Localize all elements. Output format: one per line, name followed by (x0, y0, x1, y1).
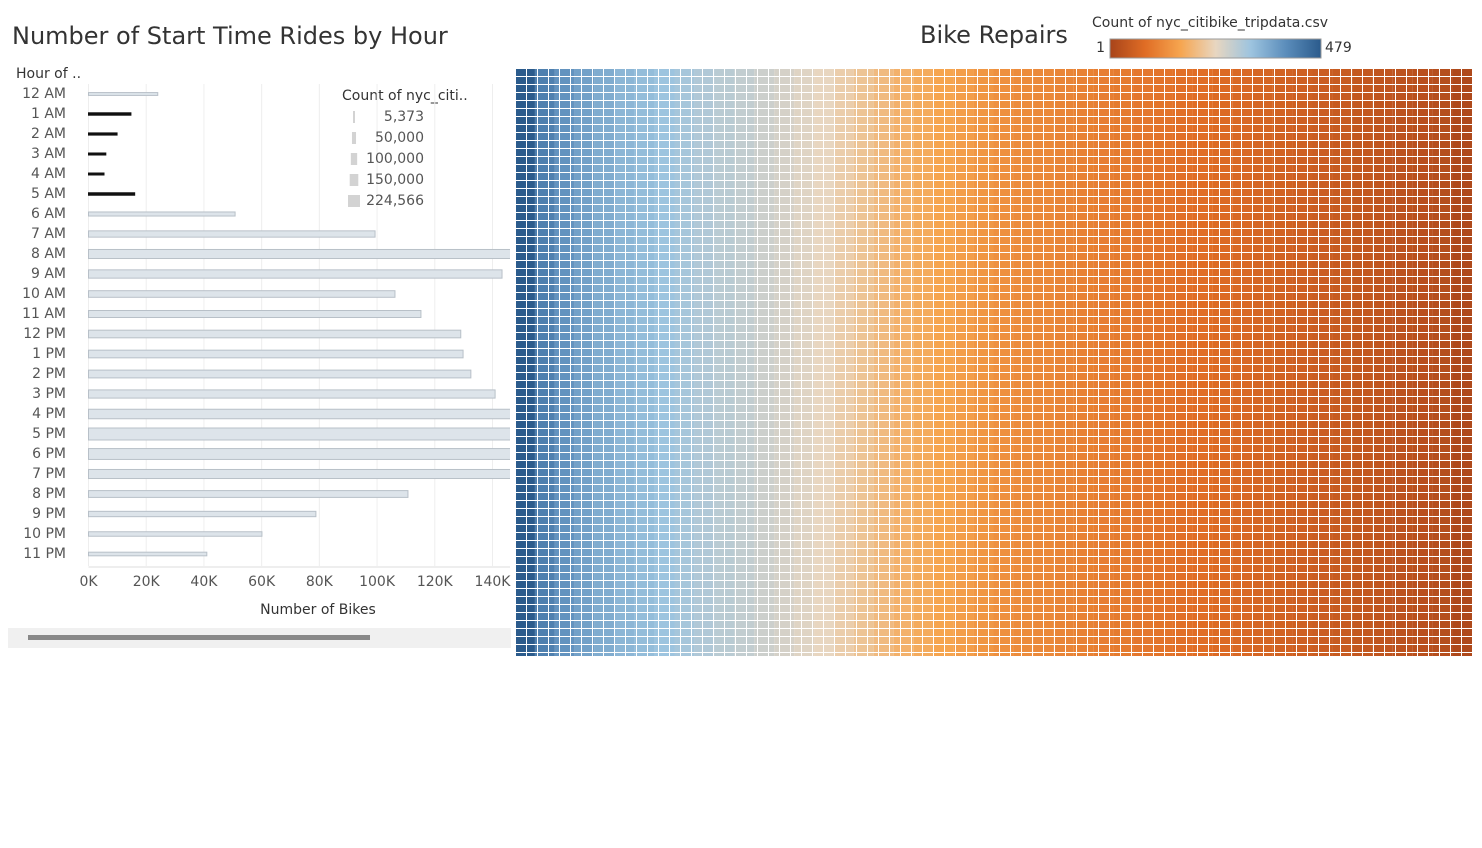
x-axis-title: Number of Bikes (260, 602, 376, 618)
bar (88, 427, 510, 441)
y-tick-label: 6 AM (31, 206, 66, 222)
bar (88, 92, 159, 96)
bar (88, 192, 136, 196)
bar (88, 329, 462, 339)
y-tick-label: 12 PM (23, 326, 66, 342)
y-tick-label: 12 AM (22, 86, 66, 102)
size-legend-label: 150,000 (366, 172, 424, 188)
tile-borders (515, 68, 1472, 656)
chart-title: Number of Start Time Rides by Hour (12, 22, 448, 50)
y-tick-label: 5 PM (32, 426, 66, 442)
treemap-title: Bike Repairs (920, 21, 1068, 49)
bar (88, 211, 236, 217)
bar (88, 112, 132, 116)
y-tick-label: 5 AM (31, 186, 66, 202)
size-legend-swatch (348, 195, 360, 207)
x-tick-label: 100K (359, 574, 396, 590)
y-tick-label: 11 AM (22, 306, 66, 322)
bar (88, 230, 376, 238)
y-tick-label: 2 AM (31, 126, 66, 142)
bar (88, 510, 317, 518)
size-legend-swatch (353, 111, 355, 123)
y-tick-label: 4 PM (32, 406, 66, 422)
x-tick-label: 60K (248, 574, 276, 590)
y-tick-label: 9 AM (31, 266, 66, 282)
y-tick-label: 4 AM (31, 166, 66, 182)
size-legend-label: 100,000 (366, 151, 424, 167)
bar (88, 309, 422, 319)
y-tick-label: 9 PM (32, 506, 66, 522)
color-legend-min: 1 (1096, 40, 1105, 56)
y-tick-label: 2 PM (32, 366, 66, 382)
x-tick-label: 120K (417, 574, 454, 590)
size-legend-title: Count of nyc_citi.. (342, 88, 468, 104)
bar (88, 349, 464, 359)
size-legend-swatch (350, 153, 358, 165)
x-tick-label: 20K (133, 574, 161, 590)
size-legend-label: 5,373 (384, 109, 424, 125)
size-legend-swatch (349, 174, 359, 186)
bar (88, 369, 472, 379)
color-legend-ramp (1109, 38, 1322, 59)
bar (88, 389, 496, 399)
y-tick-label: 3 AM (31, 146, 66, 162)
y-tick-label: 11 PM (23, 546, 66, 562)
bar (88, 248, 510, 260)
bar (88, 408, 510, 420)
bar (88, 152, 107, 156)
bar-plot (88, 84, 510, 566)
bar (88, 269, 503, 279)
y-tick-label: 8 AM (31, 246, 66, 262)
x-tick-label: 80K (306, 574, 334, 590)
x-tick-label: 40K (190, 574, 218, 590)
bar (88, 132, 118, 136)
bar (88, 172, 105, 176)
y-tick-label: 6 PM (32, 446, 66, 462)
bar (88, 490, 409, 498)
color-legend-title: Count of nyc_citibike_tripdata.csv (1092, 15, 1328, 31)
y-header: Hour of .. (16, 66, 81, 82)
y-tick-label: 1 PM (32, 346, 66, 362)
y-tick-label: 7 AM (31, 226, 66, 242)
bar (88, 468, 510, 480)
size-legend-swatch (351, 132, 357, 144)
size-legend-label: 224,566 (366, 193, 424, 209)
bar (88, 448, 510, 460)
y-tick-label: 10 PM (23, 526, 66, 542)
x-tick-label: 140K (475, 574, 512, 590)
y-tick-label: 3 PM (32, 386, 66, 402)
scrollbar-thumb[interactable] (28, 635, 370, 640)
x-tick-label: 0K (79, 574, 98, 590)
y-tick-label: 10 AM (22, 286, 66, 302)
y-tick-label: 7 PM (32, 466, 66, 482)
size-legend-label: 50,000 (375, 130, 424, 146)
bar (88, 290, 396, 298)
y-tick-label: 8 PM (32, 486, 66, 502)
y-tick-label: 1 AM (31, 106, 66, 122)
bar (88, 551, 208, 557)
color-legend-max: 479 (1325, 40, 1352, 56)
bar (88, 531, 263, 537)
